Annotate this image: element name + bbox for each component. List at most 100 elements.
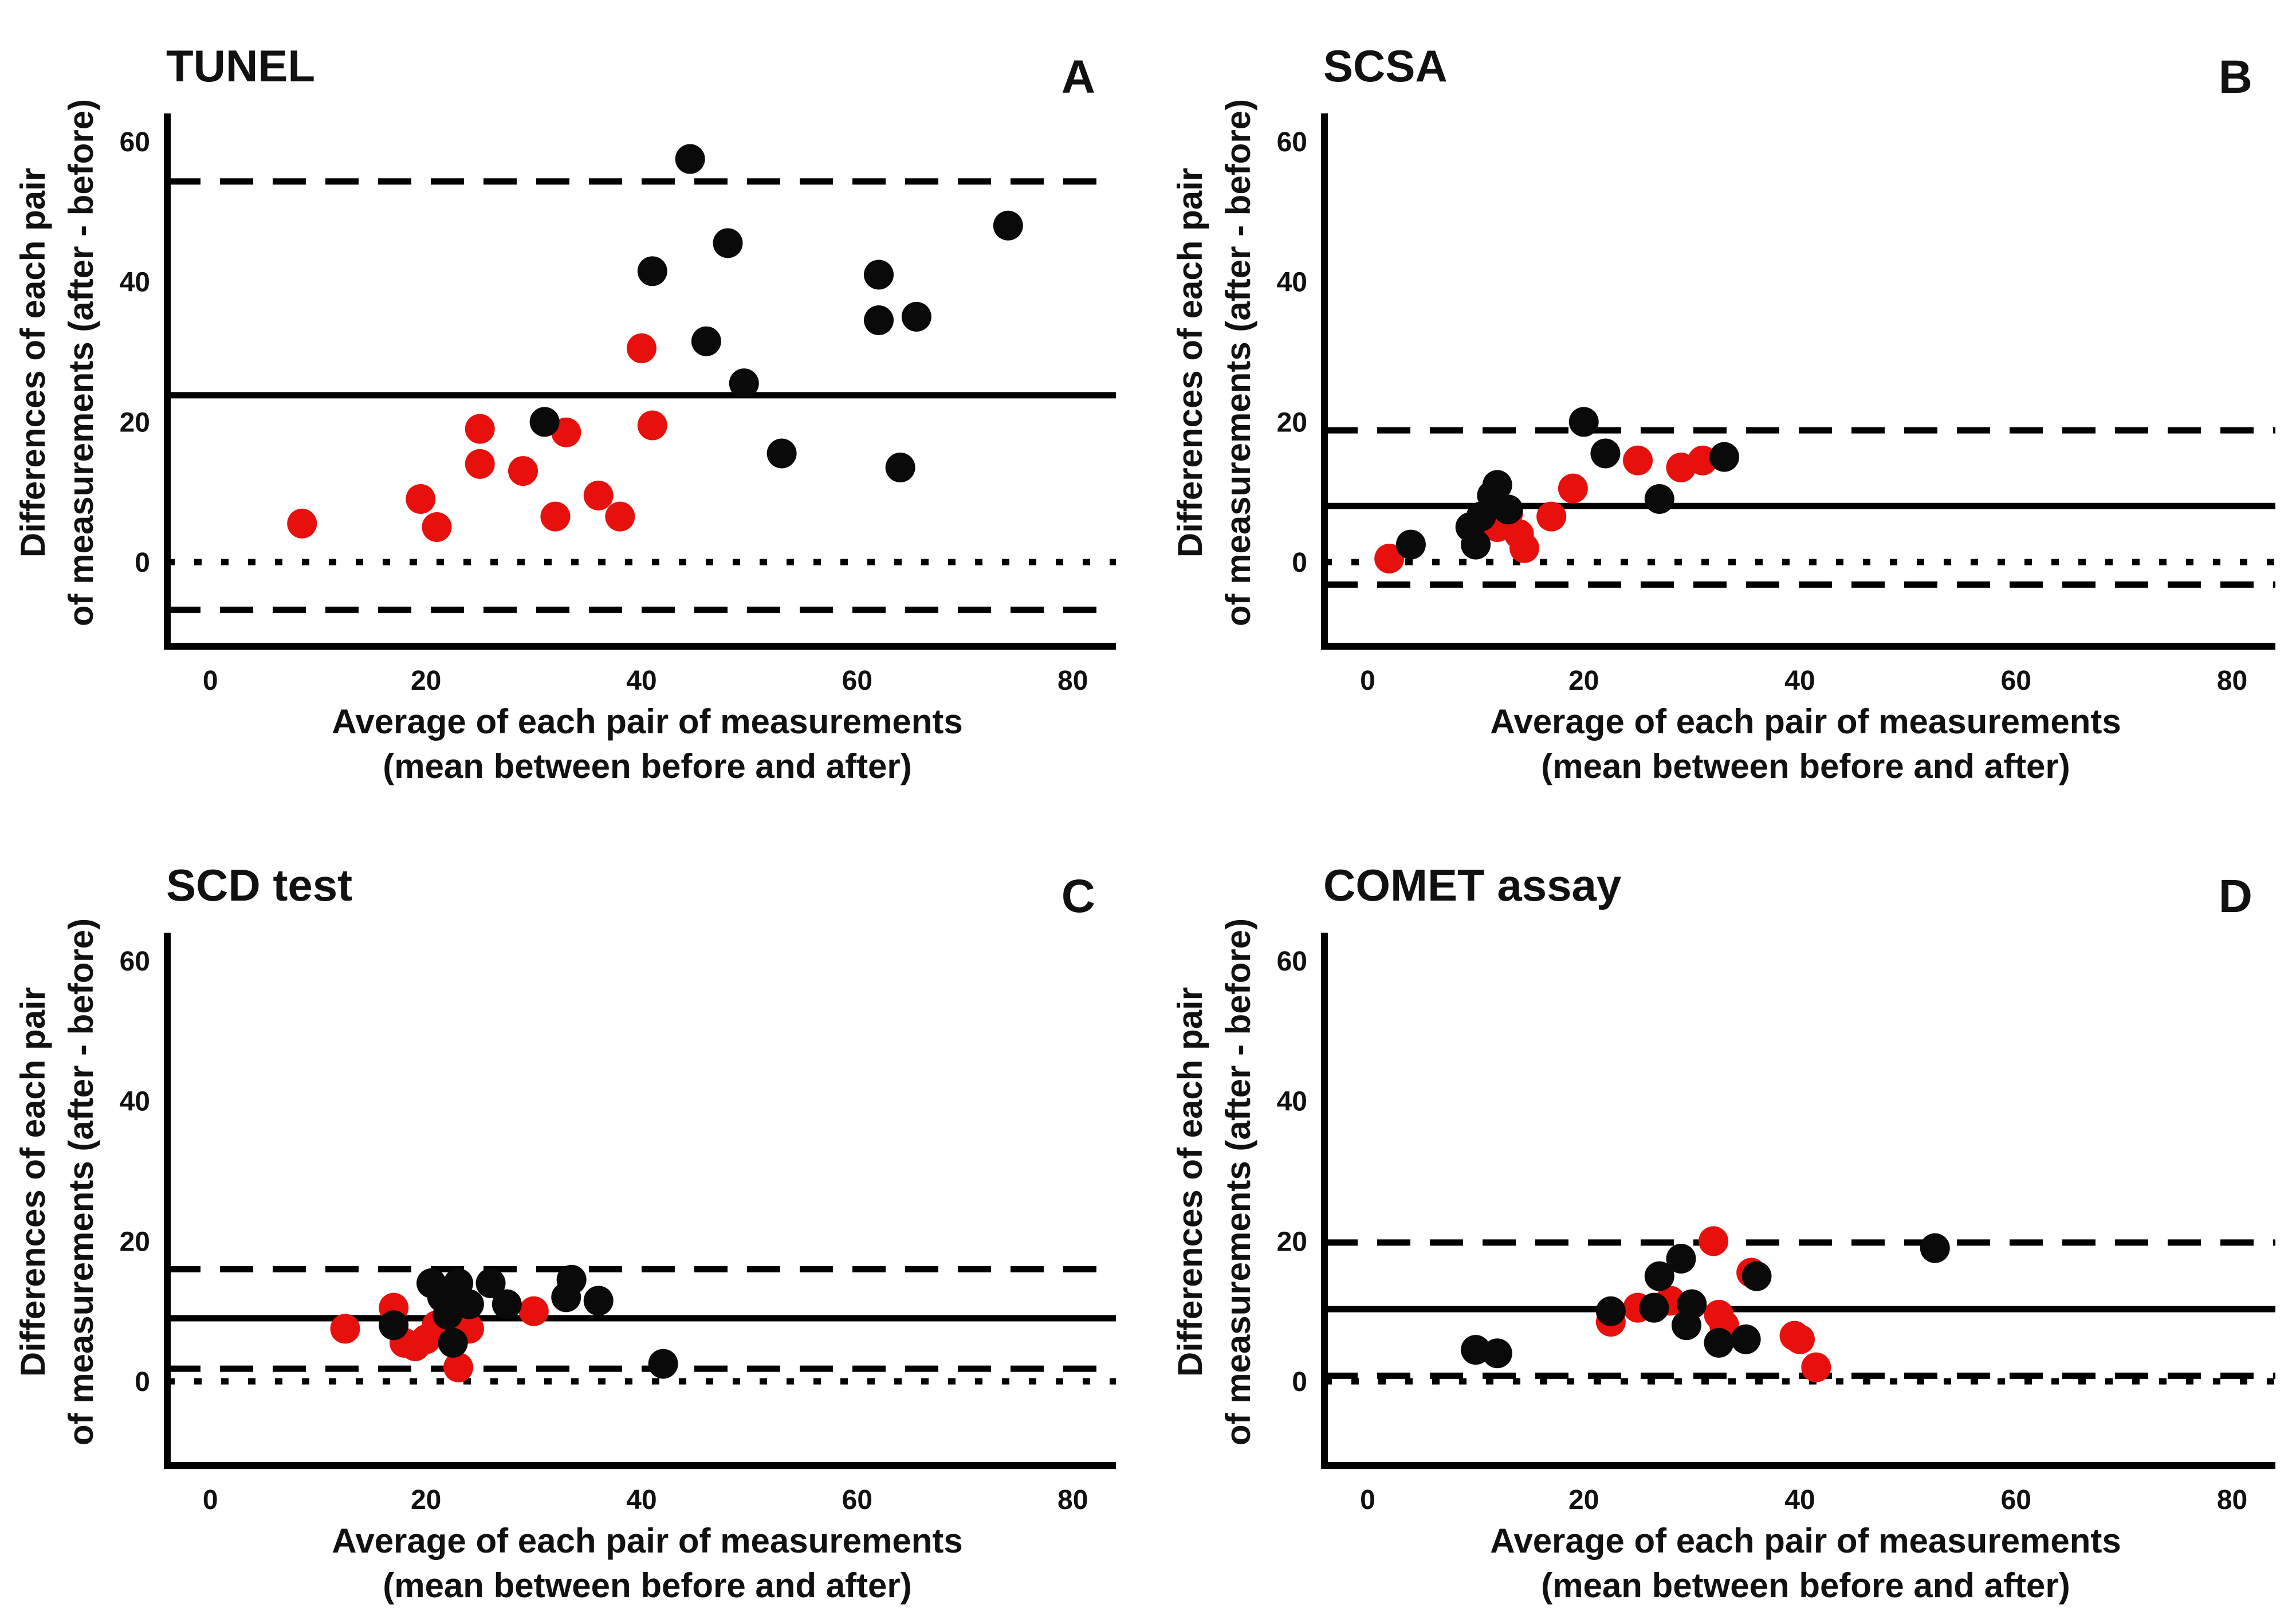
y-axis-label-line-2: of measurements (after - before): [62, 99, 100, 626]
black-data-point: [454, 1289, 484, 1319]
chart-title: SCD test: [166, 860, 352, 910]
y-tick-label: 20: [1277, 1227, 1307, 1257]
red-data-point: [330, 1314, 360, 1344]
x-axis-label-line-2: (mean between before and after): [383, 1566, 912, 1605]
black-data-point: [1709, 442, 1739, 472]
red-data-point: [583, 480, 614, 510]
x-tick-label: 40: [1784, 666, 1815, 696]
red-data-point: [1558, 473, 1588, 504]
x-axis-label-line-1: Average of each pair of measurements: [1490, 1522, 2121, 1560]
black-data-point: [864, 305, 894, 335]
x-axis-label-line-1: Average of each pair of measurements: [332, 702, 963, 741]
black-data-point: [1677, 1289, 1707, 1319]
x-tick-label: 80: [1057, 666, 1088, 696]
red-data-point: [443, 1352, 474, 1382]
black-data-point: [379, 1310, 409, 1341]
panel-scd-test: SCD test C 0 20 40 60 80 0 20 40 60 Average of each…: [14, 860, 1116, 1605]
panel-scsa: SCSA B 0 20 40 60 80 0 20 40 60 Average of each pai…: [1171, 41, 2275, 785]
red-data-point: [1699, 1226, 1729, 1256]
x-tick-label: 0: [203, 666, 218, 696]
black-data-point: [1395, 529, 1426, 560]
black-data-point: [438, 1327, 468, 1358]
x-tick-label: 20: [1568, 666, 1599, 696]
panel-letter: A: [1061, 51, 1095, 103]
black-data-point: [1731, 1324, 1761, 1354]
red-data-point: [508, 456, 538, 486]
red-data-point: [422, 512, 452, 542]
x-tick-label: 0: [1360, 666, 1375, 696]
panel-comet-assay: COMET assay D 0 20 40 60 80 0 20 40 60 Average of e…: [1171, 860, 2275, 1605]
x-axis-label-line-2: (mean between before and after): [1541, 747, 2070, 785]
x-tick-label: 80: [1057, 1485, 1088, 1515]
x-tick-label: 0: [1360, 1485, 1375, 1515]
x-axis-label-line-2: (mean between before and after): [1541, 1566, 2070, 1605]
black-data-point: [492, 1289, 522, 1319]
y-tick-label: 0: [135, 548, 150, 578]
y-tick-label: 60: [120, 946, 150, 977]
x-tick-label: 40: [1784, 1485, 1815, 1515]
chart-title: TUNEL: [166, 41, 315, 91]
black-data-point: [583, 1286, 614, 1316]
black-data-point: [1482, 1338, 1512, 1369]
y-tick-label: 40: [120, 1087, 150, 1117]
red-data-point: [465, 414, 495, 444]
red-data-point: [465, 449, 495, 479]
y-axis-label-line-1: Differences of each pair: [1171, 168, 1209, 557]
chart-title: SCSA: [1323, 41, 1448, 91]
black-data-point: [1590, 438, 1621, 469]
x-tick-label: 60: [2001, 666, 2031, 696]
x-tick-label: 80: [2217, 666, 2247, 696]
black-data-point: [1704, 1327, 1734, 1358]
black-data-point: [475, 1268, 506, 1298]
black-data-point: [675, 144, 705, 174]
y-axis-label-line-1: Differences of each pair: [1171, 987, 1209, 1377]
chart-title: COMET assay: [1323, 860, 1621, 910]
black-data-point: [864, 260, 894, 290]
black-data-point: [729, 368, 759, 399]
red-data-point: [406, 484, 436, 514]
y-axis-label-line-2: of measurements (after - before): [1219, 918, 1257, 1445]
black-data-point: [529, 407, 560, 437]
black-data-point: [1482, 470, 1512, 500]
x-tick-label: 60: [842, 1485, 872, 1515]
red-data-point: [540, 501, 571, 532]
x-axis-label-line-1: Average of each pair of measurements: [1490, 702, 2121, 741]
y-tick-label: 40: [1277, 268, 1307, 298]
black-data-point: [993, 210, 1023, 241]
x-tick-label: 20: [411, 1485, 441, 1515]
black-data-point: [1595, 1296, 1626, 1326]
panel-letter: D: [2219, 870, 2252, 922]
red-data-point: [1374, 544, 1405, 574]
black-data-point: [637, 256, 667, 286]
black-data-point: [1644, 484, 1674, 514]
red-data-point: [1509, 533, 1539, 563]
black-data-point: [1644, 1261, 1674, 1291]
black-data-point: [691, 326, 721, 356]
y-tick-label: 40: [1277, 1087, 1307, 1117]
x-tick-label: 60: [2001, 1485, 2031, 1515]
y-tick-label: 60: [1277, 946, 1307, 977]
panel-tunel: TUNEL A 0 20 40 60 80 0 20 40 60 Average of each pa…: [14, 41, 1116, 785]
red-data-point: [605, 501, 635, 532]
black-data-point: [766, 438, 797, 469]
y-tick-label: 20: [120, 1227, 150, 1257]
y-axis-label-line-1: Differences of each pair: [14, 168, 52, 557]
black-data-point: [1568, 407, 1599, 437]
black-data-point: [1920, 1233, 1950, 1263]
x-tick-label: 20: [1568, 1485, 1599, 1515]
red-data-point: [1785, 1324, 1815, 1354]
y-tick-label: 20: [1277, 407, 1307, 438]
y-axis-label-line-1: Differences of each pair: [14, 987, 52, 1377]
black-data-point: [1493, 494, 1523, 525]
black-data-point: [1461, 529, 1491, 560]
red-data-point: [518, 1296, 549, 1326]
red-data-point: [1623, 445, 1653, 476]
red-data-point: [627, 333, 656, 363]
panel-letter: C: [1061, 870, 1095, 922]
black-data-point: [885, 452, 915, 482]
red-data-point: [287, 508, 317, 539]
y-axis-label-line-2: of measurements (after - before): [1219, 99, 1257, 626]
y-tick-label: 60: [120, 127, 150, 158]
y-tick-label: 0: [1292, 548, 1307, 578]
